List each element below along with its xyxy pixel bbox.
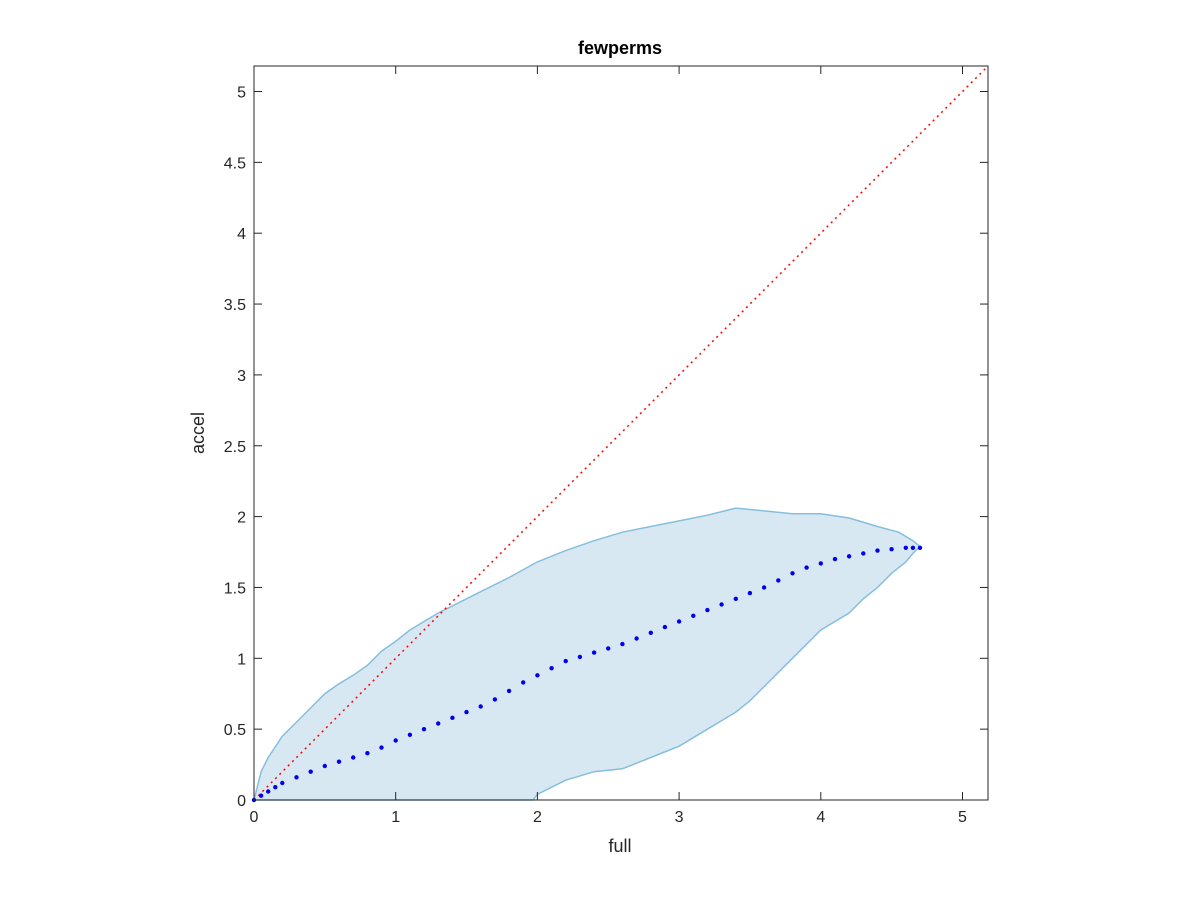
data-point	[478, 704, 483, 709]
data-point	[733, 596, 738, 601]
confidence-band	[253, 507, 922, 801]
data-point	[379, 745, 384, 750]
data-point	[917, 545, 923, 550]
x-tick-label: 5	[958, 809, 967, 826]
y-tick-label: 3.5	[224, 297, 246, 314]
data-point	[436, 721, 441, 726]
data-point	[804, 565, 809, 570]
data-point	[521, 680, 526, 685]
y-tick-label: 0.5	[224, 722, 246, 739]
y-axis-label: accel	[188, 412, 208, 454]
data-point	[464, 709, 469, 715]
data-point	[258, 793, 264, 798]
data-point	[492, 697, 498, 702]
data-point	[634, 636, 639, 641]
data-point	[761, 585, 767, 590]
y-tick-label: 4	[237, 226, 246, 243]
x-tick-label: 2	[533, 809, 542, 826]
y-tick-label: 3	[237, 368, 246, 385]
data-point	[577, 654, 583, 660]
y-tick-label: 5	[237, 85, 246, 102]
reference-line	[253, 65, 989, 801]
data-point	[691, 613, 696, 618]
data-point	[889, 547, 894, 552]
data-point	[832, 556, 838, 562]
data-point	[620, 641, 625, 647]
data-point	[747, 590, 753, 596]
data-point	[846, 554, 852, 559]
data-point	[308, 769, 313, 774]
data-point	[676, 619, 682, 624]
data-point	[563, 658, 568, 664]
data-point	[790, 571, 795, 576]
data-point	[280, 780, 285, 786]
data-point	[549, 666, 554, 671]
x-tick-label: 1	[391, 809, 400, 826]
data-point	[818, 561, 823, 566]
data-point	[322, 763, 327, 769]
data-point	[393, 738, 398, 743]
data-point	[294, 775, 299, 780]
data-point	[903, 545, 908, 550]
data-point	[875, 548, 880, 553]
data-point	[591, 650, 597, 655]
data-point	[421, 727, 427, 732]
x-tick-label: 4	[816, 809, 825, 826]
data-point	[273, 785, 278, 790]
axes-box	[253, 65, 989, 801]
x-tick-label: 0	[250, 809, 259, 826]
data-point	[606, 646, 611, 651]
chart-title: fewperms	[578, 38, 662, 58]
y-tick-label: 2.5	[224, 439, 246, 456]
data-point	[719, 602, 724, 607]
y-tick-label: 0	[237, 793, 246, 810]
data-point	[506, 688, 512, 694]
y-tick-label: 1	[237, 651, 246, 668]
data-point	[861, 551, 866, 556]
data-point	[535, 673, 540, 678]
data-point	[407, 732, 413, 737]
y-tick-label: 4.5	[224, 155, 246, 172]
data-point	[648, 630, 653, 635]
data-point	[336, 759, 342, 764]
data-point	[365, 751, 370, 756]
data-point	[776, 578, 781, 583]
x-axis-label: full	[608, 836, 631, 856]
data-point	[351, 755, 356, 760]
data-point	[450, 715, 455, 720]
x-tick-label: 3	[675, 809, 684, 826]
data-point	[266, 789, 271, 794]
y-tick-label: 1.5	[224, 580, 246, 597]
data-point	[910, 545, 916, 550]
y-tick-label: 2	[237, 510, 246, 527]
data-point	[705, 607, 710, 613]
data-point	[662, 624, 668, 630]
